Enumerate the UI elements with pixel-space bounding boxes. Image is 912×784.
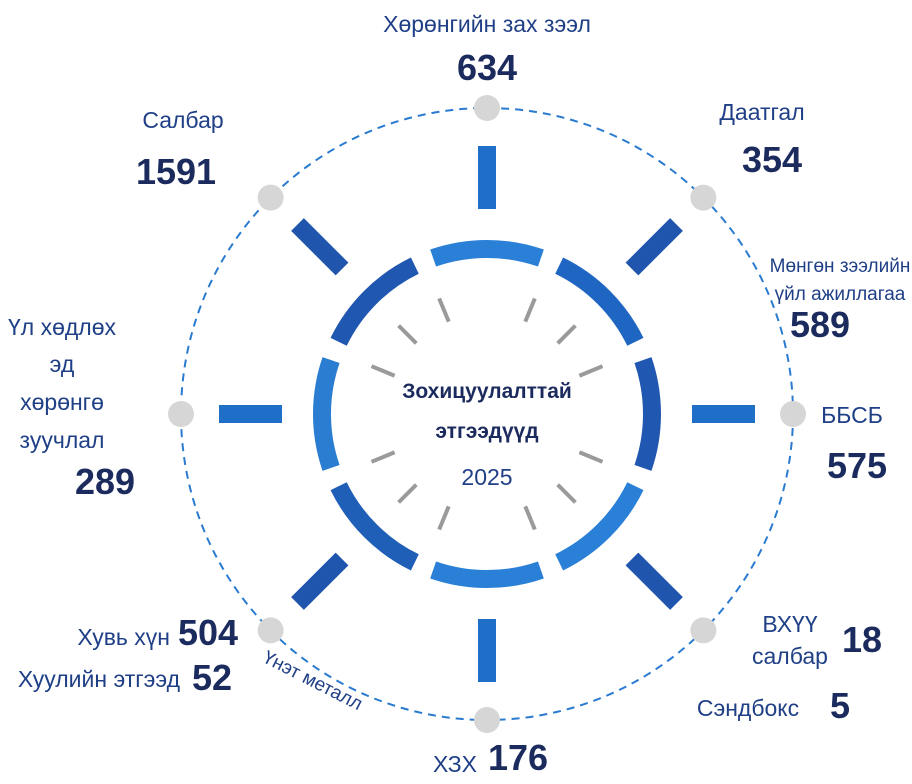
label: Мөнгөн зээлийн <box>770 256 911 277</box>
inner-tick <box>370 450 396 464</box>
label: Сэндбокс <box>697 695 799 721</box>
value: 575 <box>827 445 887 486</box>
inner-tick <box>523 505 537 531</box>
value: 5 <box>830 685 850 726</box>
value: 289 <box>75 461 135 502</box>
inner-tick <box>578 364 604 378</box>
label: Салбар <box>142 107 223 133</box>
inner-tick <box>397 324 418 345</box>
inner-tick <box>437 297 451 323</box>
ring-segment <box>555 482 644 571</box>
value: 634 <box>457 47 517 88</box>
ring-segment <box>313 357 340 471</box>
ring-segment <box>430 240 544 267</box>
value: 504 <box>178 612 238 653</box>
label: хөрөнгө <box>20 389 104 415</box>
value: 1591 <box>136 151 216 192</box>
inner-tick <box>578 450 604 464</box>
center-title: этгээдүүд <box>435 420 538 443</box>
inner-tick <box>556 324 577 345</box>
decoration <box>168 95 806 733</box>
label: Үл хөдлөх <box>8 314 117 340</box>
label: ХЗХ <box>433 751 477 777</box>
label: Хуулийн этгээд <box>18 666 181 692</box>
value: 176 <box>488 737 548 778</box>
ring-segment <box>555 257 644 346</box>
spoke <box>625 552 683 610</box>
center-title: Зохицуулалттай <box>402 380 572 403</box>
inner-tick <box>437 505 451 531</box>
label: эд <box>50 351 75 377</box>
dot <box>257 617 284 644</box>
dot <box>474 707 500 733</box>
inner-tick <box>397 483 418 504</box>
label: ВХҮҮ <box>762 611 817 637</box>
spoke <box>291 552 349 610</box>
dot <box>257 184 284 211</box>
ring-segment <box>330 482 419 571</box>
inner-tick <box>370 364 396 378</box>
dot <box>168 401 194 427</box>
value: 52 <box>192 657 232 698</box>
dot <box>690 617 717 644</box>
dot <box>474 95 500 121</box>
ring-segment <box>430 561 544 588</box>
value: 354 <box>742 139 802 180</box>
spoke <box>291 218 349 276</box>
label: зуучлал <box>20 427 105 453</box>
ring-segment <box>634 357 661 471</box>
label: Даатгал <box>719 99 804 125</box>
dot <box>690 184 717 211</box>
value: 589 <box>790 304 850 345</box>
label: Хөрөнгийн зах зээл <box>383 11 591 37</box>
label: Хувь хүн <box>77 624 170 650</box>
ring-segment <box>330 257 419 346</box>
value: 18 <box>842 619 882 660</box>
label: үйл ажиллагаа <box>775 284 906 305</box>
label: ББСБ <box>821 402 883 428</box>
inner-tick <box>556 483 577 504</box>
dot <box>780 401 806 427</box>
label: салбар <box>752 643 828 669</box>
arc-label: Үнэт металл <box>259 647 365 715</box>
center-year: 2025 <box>461 464 512 490</box>
spoke <box>625 218 683 276</box>
inner-tick <box>523 297 537 323</box>
